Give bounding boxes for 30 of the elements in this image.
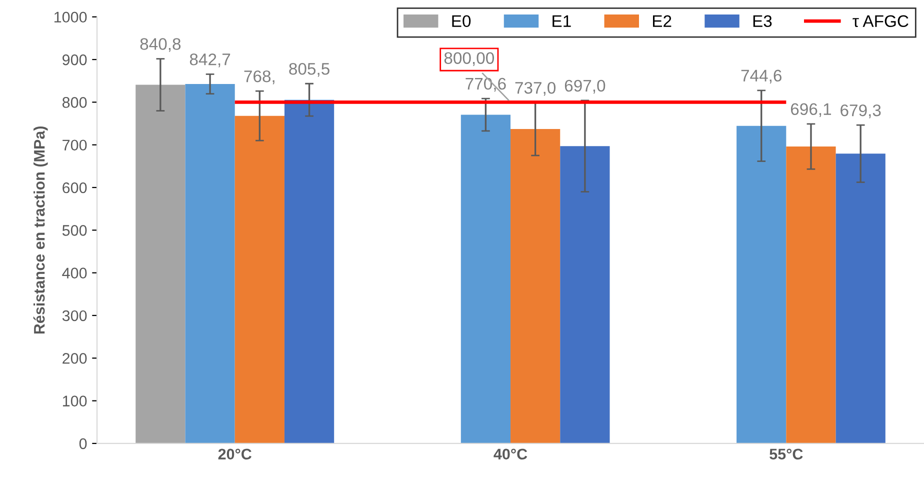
y-tick-label: 400 xyxy=(62,268,87,278)
y-tick-label: 200 xyxy=(62,352,87,364)
x-tick-label: 20°C xyxy=(218,448,252,460)
data-label: 697,0 xyxy=(564,80,606,94)
x-tick-label: 40°C xyxy=(494,448,528,460)
y-tick-label: 800 xyxy=(62,97,87,108)
legend-label: E2 xyxy=(653,15,672,27)
data-label: 737,0 xyxy=(515,82,556,96)
annotation: 800,00 xyxy=(444,52,494,66)
data-label: 679,3 xyxy=(840,104,881,118)
data-label: 744,6 xyxy=(741,70,782,84)
legend-label: τ AFGC xyxy=(852,15,908,28)
legend-label: E1 xyxy=(552,15,571,27)
y-tick-label: 600 xyxy=(62,182,87,194)
y-tick-label: 1000 xyxy=(54,12,87,23)
y-axis-title: Résistance en traction (MPa) xyxy=(33,126,48,334)
y-tick-label: 0 xyxy=(79,438,87,450)
data-label: 805,5 xyxy=(289,62,330,77)
legend-label: E0 xyxy=(452,15,471,28)
data-label: 842,7 xyxy=(190,54,230,68)
data-label: 768, xyxy=(244,70,274,84)
data-label: 840,8 xyxy=(140,38,181,52)
y-tick-label: 700 xyxy=(62,140,87,151)
y-tick-label: 900 xyxy=(62,54,87,66)
y-tick-label: 300 xyxy=(62,310,87,322)
data-label: 696,1 xyxy=(790,103,832,118)
x-tick-label: 55°C xyxy=(770,448,803,460)
y-tick-label: 100 xyxy=(62,396,87,406)
legend-label: E3 xyxy=(753,15,772,28)
y-tick-label: 500 xyxy=(62,225,87,236)
